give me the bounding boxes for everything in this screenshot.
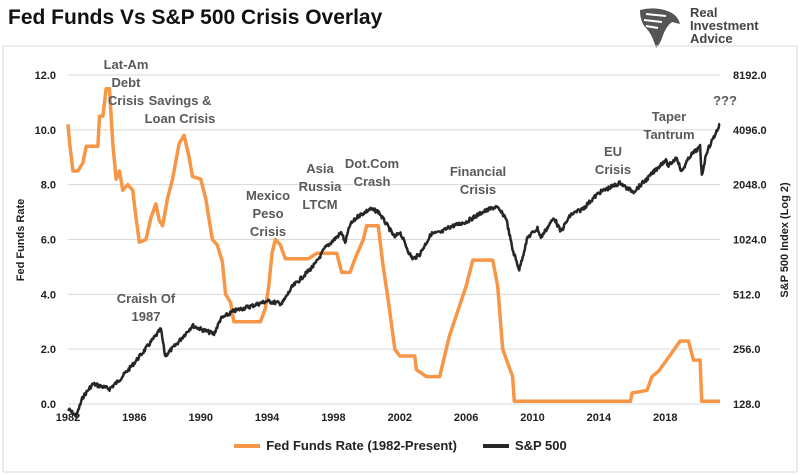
y2-tick-label: 4096.0 — [733, 125, 767, 137]
y2-tick-label: 128.0 — [733, 399, 761, 411]
y-tick-label: 10.0 — [35, 125, 56, 137]
annotation-line: Asia — [306, 161, 334, 176]
y2-tick-label: 1024.0 — [733, 235, 767, 247]
annotation: Savings & Loan Crisis — [145, 92, 216, 128]
annotation-line: EU — [603, 144, 623, 159]
eagle-logo-icon — [640, 8, 680, 48]
annotation: Asia Russia LTCM — [299, 160, 342, 214]
y-tick-label: 6.0 — [41, 235, 56, 247]
annotation-line: Dot.Com — [344, 156, 400, 171]
y2-tick-label: 2048.0 — [733, 180, 767, 192]
annotation-line: Debt — [111, 75, 141, 90]
y-axis-label: Fed Funds Rate — [15, 199, 27, 282]
legend: Fed Funds Rate (1982-Present) S&P 500 — [0, 438, 801, 453]
y-tick-label: 12.0 — [35, 70, 56, 82]
x-tick-label: 1994 — [255, 412, 280, 424]
annotation-line: Mexico — [245, 188, 291, 203]
x-tick-label: 2002 — [388, 412, 412, 424]
annotation: Financial Crisis — [450, 163, 506, 199]
y-tick-label: 0.0 — [41, 399, 56, 411]
annotation-line: Lat-Am — [103, 57, 149, 72]
annotation-line: Tantrum — [643, 127, 695, 142]
fed-funds-line — [66, 86, 720, 404]
y2-tick-label: 8192.0 — [733, 70, 767, 82]
annotation-line: Loan Crisis — [144, 111, 216, 126]
annotation: Dot.Com Crash — [345, 155, 399, 191]
legend-item-sp: S&P 500 — [482, 438, 567, 453]
y-tick-label: 8.0 — [41, 180, 56, 192]
annotation-line: Crisis — [459, 182, 497, 197]
y2-tick-label: 256.0 — [733, 344, 761, 356]
sp500-line — [67, 122, 721, 418]
x-tick-label: 1986 — [122, 412, 146, 424]
annotation-line: Financial — [449, 164, 507, 179]
annotation-line: ??? — [713, 93, 737, 108]
legend-item-fed: Fed Funds Rate (1982-Present) — [234, 438, 457, 453]
chart-border — [2, 45, 798, 473]
logo: Real Investment Advice — [636, 4, 786, 50]
annotation-line: Savings & — [148, 93, 212, 108]
annotation-line: LTCM — [302, 197, 338, 212]
annotation: Lat-Am Debt Crisis — [104, 56, 149, 110]
x-tick-label: 1998 — [321, 412, 345, 424]
x-tick-label: 2014 — [587, 412, 612, 424]
annotation-line: Taper — [651, 109, 687, 124]
legend-swatch-fed — [234, 443, 261, 448]
annotation-line: Crash — [353, 174, 391, 189]
annotation: ??? — [713, 92, 737, 110]
y-tick-label: 2.0 — [41, 344, 56, 356]
x-tick-label: 2018 — [653, 412, 677, 424]
legend-label-fed: Fed Funds Rate (1982-Present) — [266, 438, 457, 453]
annotation: EU Crisis — [595, 143, 631, 179]
annotation-line: Craish Of — [116, 291, 176, 306]
x-tick-label: 2010 — [520, 412, 544, 424]
chart-title: Fed Funds Vs S&P 500 Crisis Overlay — [8, 6, 383, 29]
y2-axis-label: S&P 500 Index (Log 2) — [779, 182, 791, 298]
legend-label-sp: S&P 500 — [514, 438, 567, 453]
annotation: Mexico Peso Crisis — [246, 187, 290, 241]
y-tick-label: 4.0 — [41, 289, 56, 301]
annotation-line: Crisis — [249, 224, 287, 239]
annotation-line: 1987 — [131, 309, 161, 324]
x-tick-label: 2006 — [454, 412, 478, 424]
y2-tick-label: 512.0 — [733, 289, 761, 301]
annotation-line: Russia — [298, 179, 342, 194]
annotation: Taper Tantrum — [643, 108, 694, 144]
x-tick-label: 1990 — [188, 412, 212, 424]
annotation: Craish Of 1987 — [117, 290, 176, 326]
annotation-line: Peso — [252, 206, 284, 221]
legend-swatch-sp — [482, 443, 509, 448]
annotation-line: Crisis — [594, 162, 632, 177]
logo-text: Real Investment Advice — [690, 5, 759, 46]
annotation-line: Crisis — [107, 93, 145, 108]
